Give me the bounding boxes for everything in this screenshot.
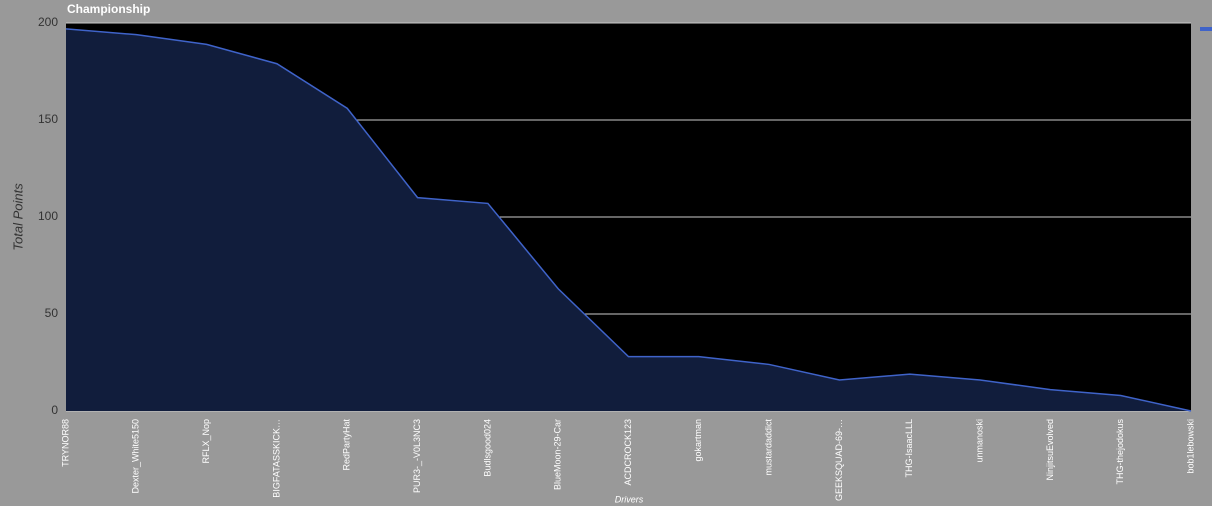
y-tick-label: 100	[38, 209, 58, 223]
x-tick-label: THG-thejodokus	[1115, 419, 1125, 485]
x-tick-label: gokartman	[693, 419, 703, 462]
x-tick-label: RFLX_Nop	[201, 419, 211, 464]
y-tick-label: 0	[51, 403, 58, 417]
x-tick-label: bob1lebowski	[1185, 419, 1195, 474]
x-tick-label: Budlsgood024	[482, 419, 492, 477]
y-tick-label: 50	[45, 306, 59, 320]
x-axis-title: Drivers	[615, 494, 644, 504]
x-tick-label: Dexter_White5150	[131, 419, 141, 494]
x-tick-label: mustardaddict	[764, 419, 774, 476]
x-tick-label: BlueMoon-29-Car	[553, 419, 563, 490]
x-tick-label: GEEKSQUAD-69-…	[834, 419, 844, 501]
x-tick-label: THG-IsaacLLL	[904, 419, 914, 478]
x-tick-label: ACDCROCK123	[623, 419, 633, 486]
y-tick-label: 200	[38, 15, 58, 29]
area-fill	[66, 28, 1191, 411]
x-tick-label: PUR3-_-V0L3NC3	[412, 419, 422, 493]
y-axis-title: Total Points	[10, 183, 25, 251]
x-tick-label: TRYNOR88	[60, 419, 70, 467]
y-tick-label: 150	[38, 112, 58, 126]
x-tick-label: RedPartyHat	[342, 419, 352, 471]
x-tick-label: NinjitsuEvolved	[1045, 419, 1055, 481]
chart-title: Championship	[67, 2, 150, 16]
x-tick-label: BIGFATASSKICK…	[271, 419, 281, 498]
x-tick-label: unmanoski	[974, 419, 984, 463]
legend-swatch	[1200, 27, 1212, 31]
area-line	[65, 28, 1192, 412]
